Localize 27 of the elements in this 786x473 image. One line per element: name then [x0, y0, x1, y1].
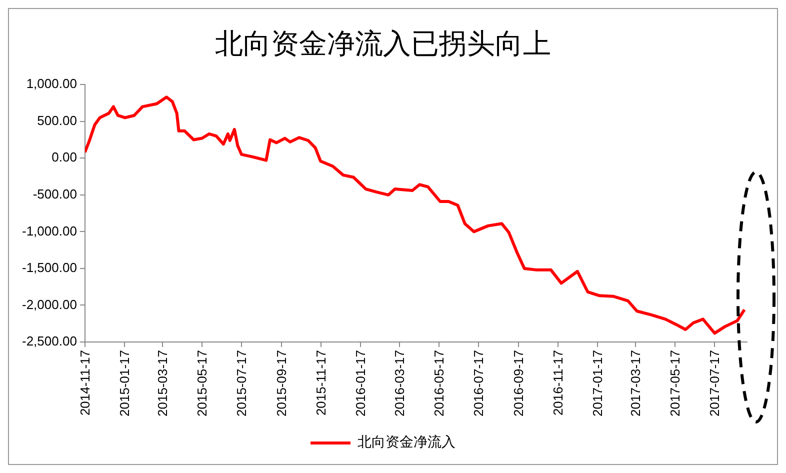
- legend-label: 北向资金净流入: [358, 434, 456, 451]
- x-tick-label: 2017-01-17: [590, 350, 605, 416]
- x-tick-label: 2017-05-17: [668, 350, 683, 416]
- y-tick-label: -2,000.00: [22, 296, 77, 312]
- y-tick-label: -1,000.00: [22, 223, 77, 238]
- x-tick-label: 2016-07-17: [470, 350, 486, 416]
- x-tick-label: 2015-05-17: [194, 350, 210, 416]
- x-tick-label: 2015-07-17: [234, 350, 250, 416]
- x-tick-label: 2015-11-17: [314, 350, 329, 416]
- y-tick-label: -500.00: [32, 186, 77, 202]
- y-tick-label: 0.00: [52, 150, 77, 165]
- x-tick-label: 2014-11-17: [77, 350, 92, 416]
- chart-title: 北向资金净流入已拐头向上: [215, 27, 551, 60]
- x-tick-label: 2015-03-17: [155, 350, 170, 416]
- x-tick-label: 2015-01-17: [116, 350, 132, 416]
- y-tick-label: 1,000.00: [26, 76, 77, 92]
- x-tick-label: 2016-03-17: [392, 350, 407, 416]
- y-tick-label: 500.00: [37, 112, 77, 128]
- y-tick-label: -2,500.00: [22, 334, 77, 349]
- x-tick-label: 2016-05-17: [431, 350, 446, 416]
- x-tick-label: 2017-03-17: [628, 350, 644, 416]
- x-tick-label: 2017-07-17: [707, 350, 722, 416]
- x-tick-label: 2016-01-17: [353, 350, 368, 416]
- y-tick-label: -1,500.00: [22, 260, 77, 276]
- x-tick-label: 2016-09-17: [511, 350, 526, 416]
- x-tick-label: 2015-09-17: [274, 350, 290, 416]
- x-tick-label: 2016-11-17: [550, 350, 566, 416]
